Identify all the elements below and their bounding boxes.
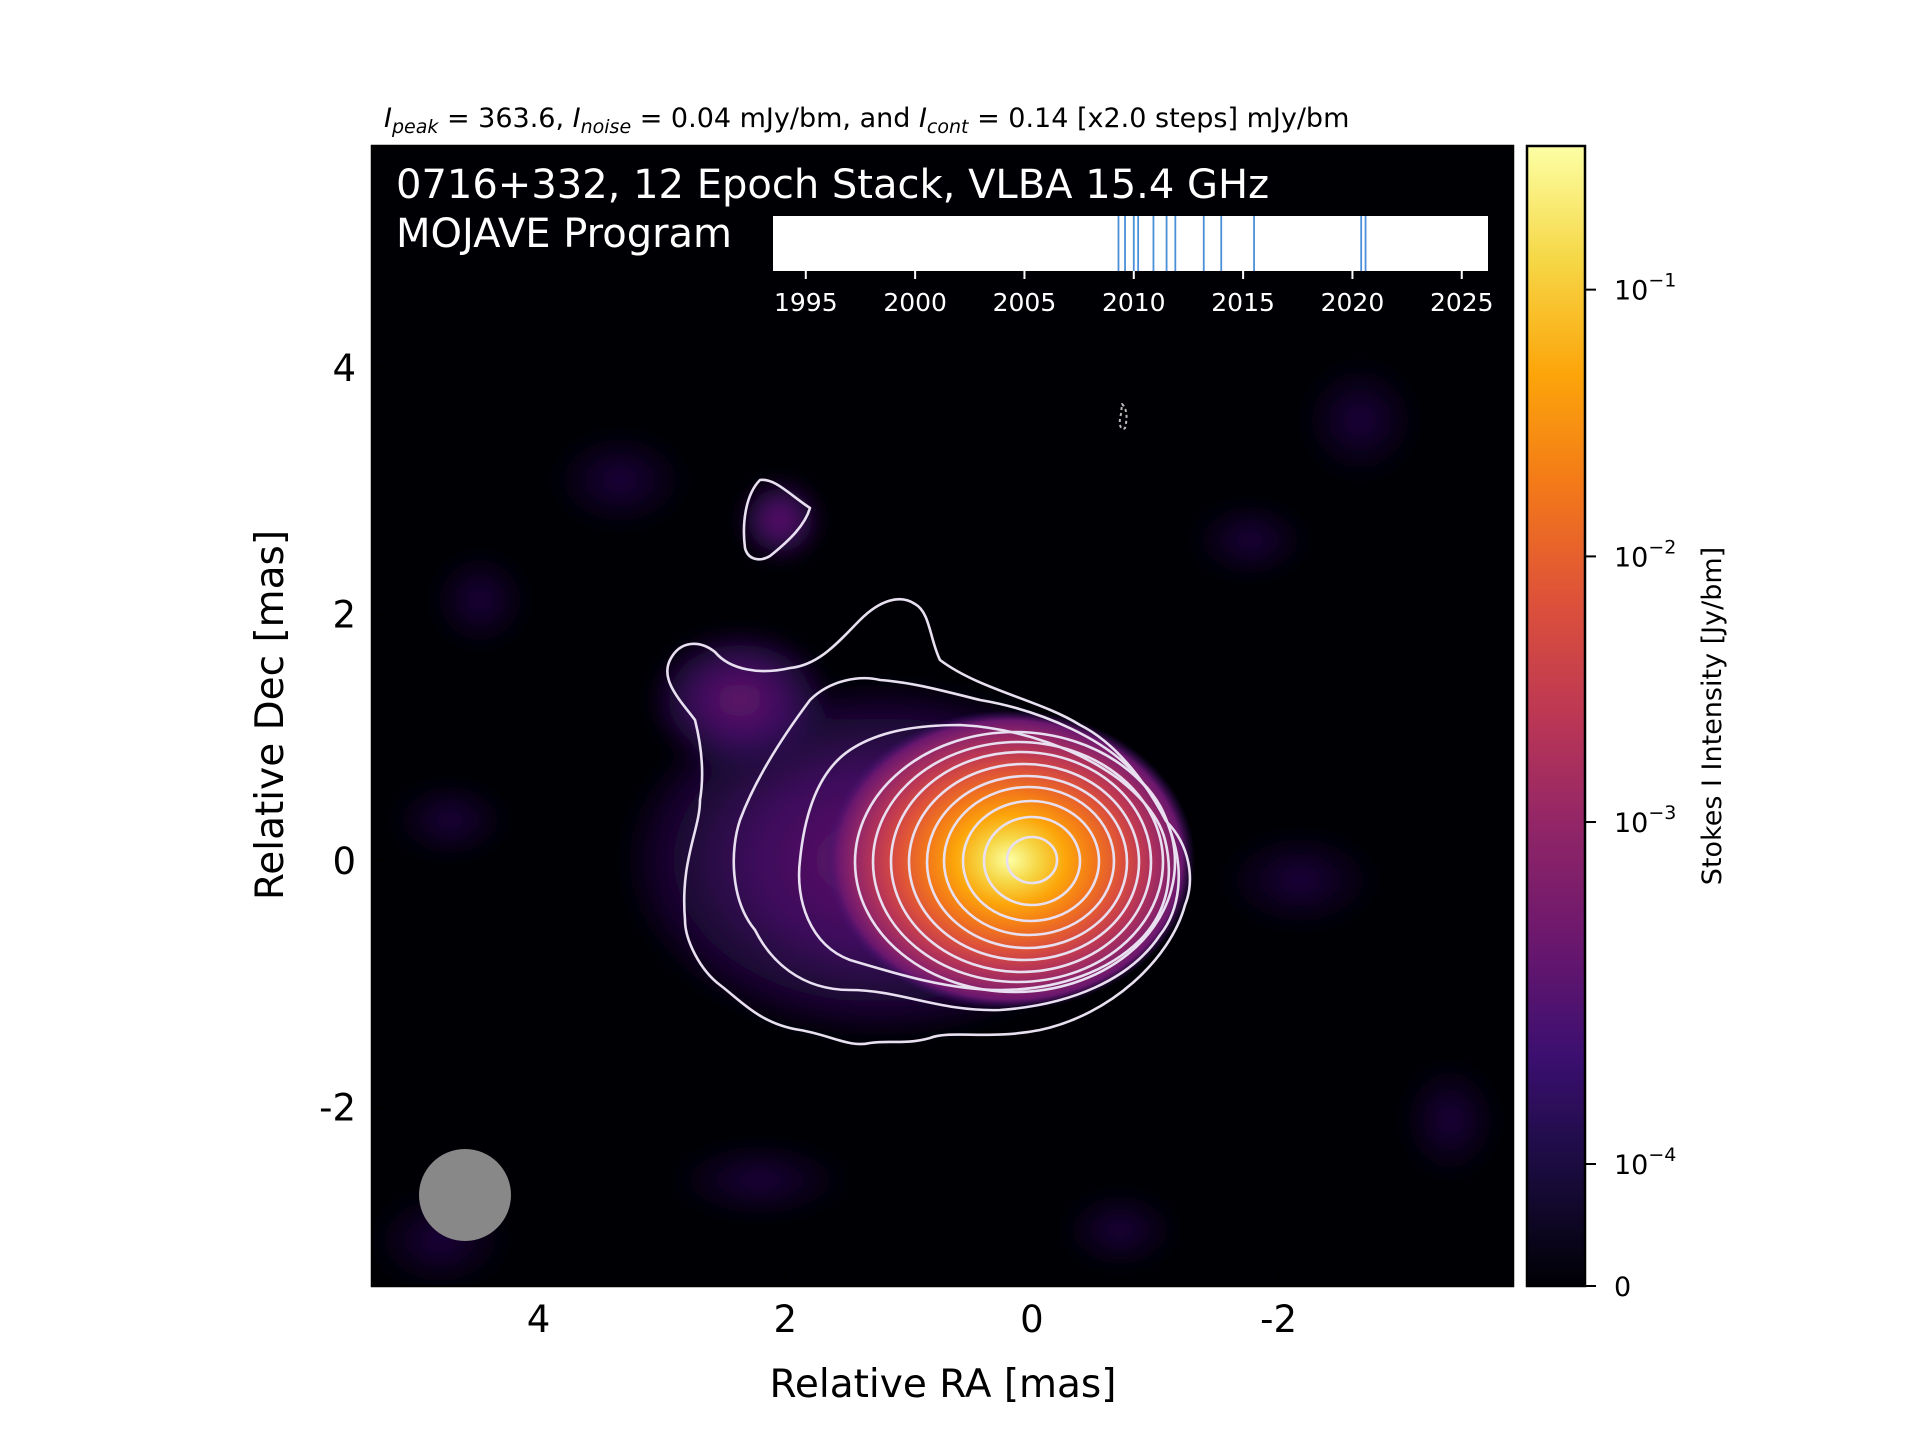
x-tick-label: 0 bbox=[1020, 1298, 1044, 1341]
colorbar-label: Stokes I Intensity [Jy/bm] bbox=[1697, 547, 1728, 885]
epoch-tick-label: 2015 bbox=[1211, 288, 1275, 317]
colorbar: 10−1 10−2 10−3 10−4 0 Stokes I Intensity [Jy… bbox=[1525, 144, 1728, 1303]
colorbar-tick-label: 10−1 bbox=[1614, 270, 1676, 307]
epoch-tick-label: 2005 bbox=[993, 288, 1057, 317]
epoch-lines bbox=[1117, 216, 1367, 271]
contour-10 bbox=[961, 799, 1101, 923]
epoch-timeline-box bbox=[773, 216, 1488, 271]
x-tick-label: 2 bbox=[773, 1298, 797, 1341]
x-axis-label: Relative RA [mas] bbox=[770, 1362, 1117, 1407]
colorbar-tick-label: 10−3 bbox=[1614, 802, 1676, 839]
plot-frame bbox=[370, 144, 1515, 1288]
intensity-header: Ipeak = 363.6, Inoise = 0.04 mJy/bm, and… bbox=[384, 103, 1349, 138]
image-panel bbox=[372, 146, 1513, 1286]
noise-blobs bbox=[372, 360, 1500, 1286]
contour-2 bbox=[732, 676, 1180, 1012]
program-title: MOJAVE Program bbox=[396, 211, 732, 257]
epoch-timeline: 1995 2000 2005 2010 2015 2020 2025 bbox=[773, 216, 1494, 317]
contour-11 bbox=[982, 815, 1082, 907]
contour-9 bbox=[942, 785, 1116, 937]
x-axis: 4 2 0 -2 bbox=[527, 1274, 1297, 1341]
y-tick-label: 2 bbox=[332, 593, 356, 636]
y-tick-label: 0 bbox=[332, 840, 356, 883]
epoch-tick-label: 2010 bbox=[1102, 288, 1166, 317]
epoch-ticks: 1995 2000 2005 2010 2015 2020 2025 bbox=[774, 271, 1494, 317]
colorbar-tick-label: 10−4 bbox=[1614, 1144, 1676, 1181]
colorbar-frame bbox=[1525, 144, 1587, 1288]
colorbar-tick-label: 0 bbox=[1614, 1272, 1631, 1303]
y-tick-label: -2 bbox=[319, 1086, 356, 1129]
contour-island bbox=[742, 478, 812, 561]
contour-4 bbox=[853, 730, 1177, 994]
colorbar-ticks: 10−1 10−2 10−3 10−4 0 bbox=[1585, 270, 1676, 1303]
x-tick-label: -2 bbox=[1260, 1298, 1297, 1341]
contour-outer bbox=[666, 597, 1192, 1046]
y-axis-label: Relative Dec [mas] bbox=[248, 530, 293, 900]
y-axis: 4 2 0 -2 bbox=[319, 347, 384, 1129]
contour-12 bbox=[1005, 835, 1059, 885]
x-tick-label: 4 bbox=[527, 1298, 551, 1341]
epoch-tick-label: 2000 bbox=[883, 288, 947, 317]
contour-8 bbox=[925, 774, 1129, 950]
contour-set bbox=[666, 403, 1192, 1046]
beam-ellipse bbox=[419, 1149, 511, 1241]
contour-7 bbox=[907, 762, 1141, 962]
contour-5 bbox=[871, 740, 1165, 984]
epoch-tick-label: 2025 bbox=[1430, 288, 1494, 317]
epoch-tick-label: 2020 bbox=[1321, 288, 1385, 317]
colorbar-tick-label: 10−2 bbox=[1614, 536, 1676, 573]
colorbar-gradient bbox=[1527, 146, 1585, 1286]
y-tick-label: 4 bbox=[332, 347, 356, 390]
contour-speck bbox=[1118, 403, 1128, 430]
epoch-tick-label: 1995 bbox=[774, 288, 838, 317]
source-title: 0716+332, 12 Epoch Stack, VLBA 15.4 GHz bbox=[396, 162, 1269, 208]
contour-6 bbox=[889, 750, 1153, 974]
